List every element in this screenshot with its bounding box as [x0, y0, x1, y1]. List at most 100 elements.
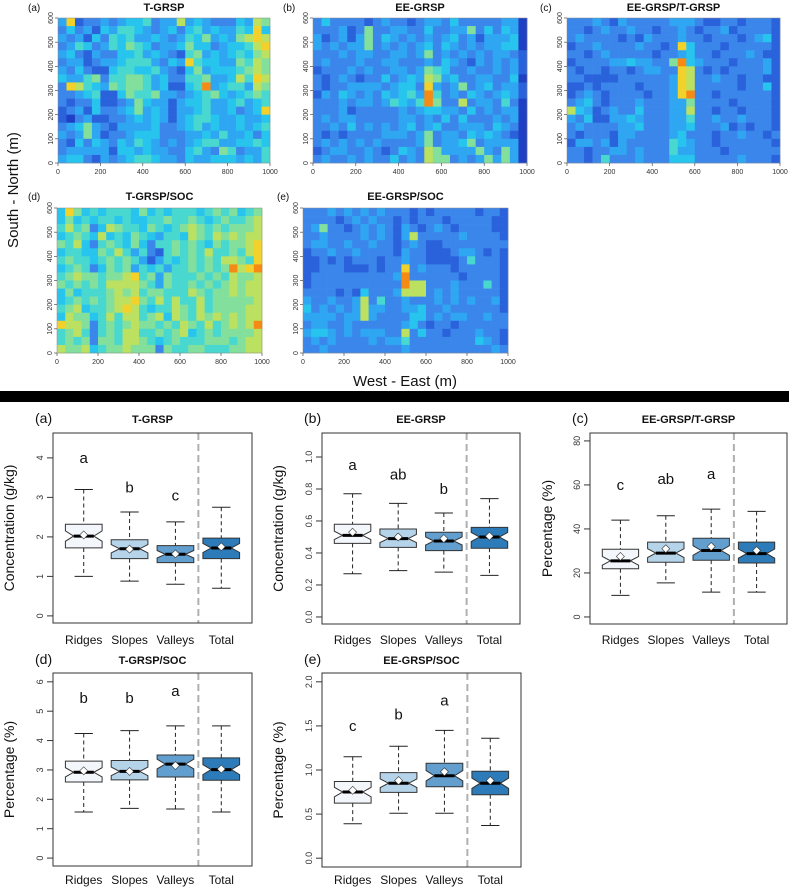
heatmap-cell	[202, 50, 211, 59]
heatmap-cell	[401, 208, 410, 217]
heatmap-cell	[677, 106, 687, 115]
heatmap-cell	[321, 34, 331, 43]
heatmap-cell	[360, 280, 369, 289]
heatmap-cell	[130, 280, 140, 289]
heatmap-cell	[426, 216, 435, 225]
box-valleys	[692, 508, 730, 593]
heatmap-cell	[236, 90, 245, 99]
heatmap-cell	[108, 122, 118, 132]
heatmap-cell	[432, 138, 442, 148]
x-tick-label: 600	[436, 169, 448, 176]
significance-letter: b	[394, 706, 402, 723]
heatmap-cell	[313, 122, 322, 132]
heatmap-cell	[335, 280, 345, 289]
heatmap-cell	[344, 272, 353, 281]
heatmap-cell	[163, 288, 173, 297]
heatmap-cell	[180, 280, 189, 289]
heatmap-cell	[360, 248, 369, 257]
heatmap-cell	[417, 216, 427, 225]
heatmap-cell	[626, 82, 636, 91]
heatmap-cell	[319, 248, 328, 257]
heatmap-cell	[319, 328, 328, 338]
heatmap-cell	[499, 248, 509, 257]
mean-marker	[752, 546, 762, 555]
heatmap-cell	[244, 50, 254, 59]
category-label: Total	[209, 873, 234, 887]
heatmap-cell	[66, 18, 76, 27]
heatmap-cell	[57, 328, 66, 338]
heatmap-cell	[142, 74, 152, 83]
heatmap-cell	[245, 224, 255, 233]
heatmap-cell	[327, 320, 337, 330]
heatmap-cell	[467, 82, 476, 91]
heatmap-cell	[467, 232, 476, 241]
heatmap-cell	[426, 224, 435, 233]
heatmap-cell	[771, 98, 781, 107]
heatmap-cell	[575, 58, 585, 67]
heatmap-cell	[762, 18, 772, 27]
heatmap-cell	[509, 138, 519, 148]
heatmap-cell	[518, 130, 528, 140]
heatmap-cell	[210, 106, 220, 115]
heatmap-cell	[237, 232, 246, 241]
heatmap-cell	[771, 50, 781, 59]
heatmap-cell	[567, 154, 576, 164]
heatmap-cell	[134, 154, 144, 164]
heatmap-cell	[303, 328, 312, 338]
heatmap-cell	[364, 50, 374, 59]
heatmap-cell	[393, 272, 402, 281]
heatmap-cell	[330, 98, 339, 107]
heatmap-cell	[626, 26, 636, 35]
heatmap-cell	[401, 344, 410, 354]
heatmap-cell	[73, 248, 82, 257]
heatmap-cell	[467, 304, 476, 314]
heatmap-cell	[147, 336, 156, 346]
heatmap-cell	[319, 304, 328, 314]
heatmap-cell	[635, 74, 644, 83]
heatmap-cell	[601, 90, 610, 99]
heatmap-cell	[335, 208, 345, 217]
heatmap-cell	[467, 320, 476, 330]
heatmap-cell	[484, 26, 494, 35]
heatmap-cell	[669, 90, 679, 99]
heatmap-cell	[424, 66, 434, 75]
heatmap-cell	[313, 18, 322, 27]
heatmap-cell	[261, 34, 271, 43]
heatmap-cell	[415, 66, 425, 75]
heatmap-cell	[643, 154, 653, 164]
heatmap-cell	[711, 122, 721, 132]
heatmap-cell	[669, 66, 679, 75]
heatmap-cell	[117, 90, 127, 99]
y-tick-label: 600	[303, 12, 310, 24]
heatmap-cell	[458, 320, 468, 330]
heatmap-cell	[458, 208, 468, 217]
heatmap-cell	[677, 98, 687, 107]
heatmap-cell	[677, 74, 687, 83]
heatmap-cell	[398, 130, 408, 140]
heatmap-cell	[117, 106, 127, 115]
x-tick-label: 400	[393, 169, 405, 176]
heatmap-cell	[134, 18, 144, 27]
heatmap-cell	[567, 34, 576, 43]
heatmap-cell	[163, 312, 173, 322]
heatmap-cell	[327, 280, 337, 289]
heatmap-cell	[147, 256, 156, 265]
heatmap-cell	[652, 90, 662, 99]
heatmap-cell	[171, 272, 181, 281]
heatmap-cell	[193, 114, 203, 124]
heatmap-cell	[130, 296, 140, 305]
heatmap-cell	[313, 98, 322, 107]
heatmap-cell	[202, 138, 211, 148]
heatmap-cell	[204, 280, 214, 289]
heatmap-cell	[728, 34, 738, 43]
heatmap-cell	[244, 58, 254, 67]
heatmap-cell	[142, 146, 152, 156]
heatmap-cell	[81, 328, 91, 338]
heatmap-cell	[660, 138, 670, 148]
heatmap-cell	[686, 154, 696, 164]
heatmap-cell	[441, 138, 451, 148]
heatmap-cell	[381, 114, 391, 124]
heatmap-cell	[643, 130, 653, 140]
heatmap-cell	[171, 208, 181, 217]
